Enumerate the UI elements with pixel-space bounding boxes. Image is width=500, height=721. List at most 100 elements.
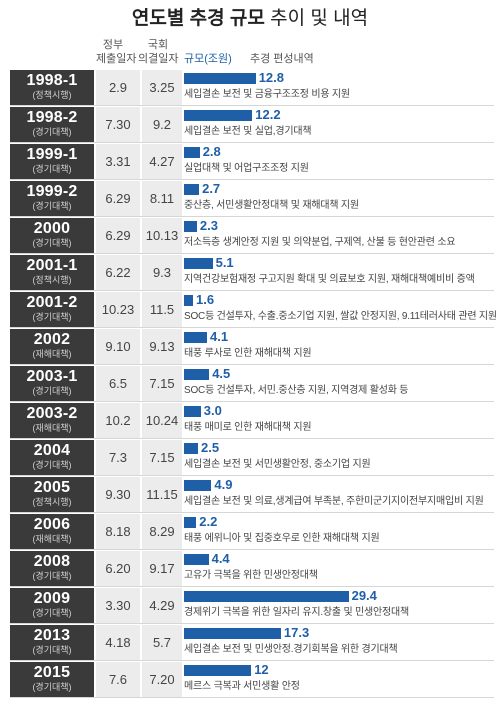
chart-title-bold: 연도별 추경 규모	[131, 8, 265, 29]
year-cell: 2001-1 (정책시행)	[10, 255, 94, 290]
year-cell: 2003-1 (경기대책)	[10, 366, 94, 401]
gov-submit-date: 6.22	[96, 255, 140, 290]
budget-description: 중산층, 서민생활안정대책 및 재해대책 지원	[184, 200, 359, 211]
year-label: 1998-1	[26, 72, 78, 89]
table-row: 2005 (정책시행) 9.30 11.15 4.9 세입결손 보전 및 의료,생계급여 …	[10, 477, 494, 513]
year-type-note: (정책시행)	[32, 275, 72, 285]
header-assembly-line2: 의결일자	[138, 53, 179, 65]
bar-value-label: 2.8	[202, 144, 221, 159]
gov-submit-date: 3.31	[96, 144, 140, 179]
table-row: 2003-1 (경기대책) 6.5 7.15 4.5 SOC등 건설투자, 서민.중산층 …	[10, 366, 494, 402]
bar-value-label: 2.5	[201, 440, 220, 455]
year-label: 2002	[33, 331, 71, 348]
year-label: 1998-2	[26, 109, 78, 126]
bar-value-label: 12.2	[255, 107, 281, 122]
table-row: 2015 (경기대책) 7.6 7.20 12 메르스 극복과 서민생활 안정	[10, 662, 494, 698]
gov-submit-date: 3.30	[96, 588, 140, 623]
budget-description: SOC등 건설투자, 수출.중소기업 지원, 쌀값 안정지원, 9.11테러사태…	[184, 311, 497, 322]
year-type-note: (경기대책)	[32, 127, 72, 137]
year-cell: 2000 (경기대책)	[10, 218, 94, 253]
bar-value-label: 17.3	[283, 625, 310, 640]
assembly-pass-date: 8.11	[142, 181, 182, 216]
bar	[184, 184, 200, 195]
year-label: 2003-1	[26, 368, 78, 385]
budget-description: 고유가 극복을 위한 민생안정대책	[184, 570, 318, 581]
row-divider	[10, 623, 494, 624]
year-label: 1999-2	[26, 183, 78, 200]
bar	[184, 554, 209, 565]
chart-title-rest: 추이 및 내역	[270, 8, 369, 29]
bar-value-label: 12.8	[258, 70, 284, 85]
bar	[184, 443, 198, 454]
year-type-note: (경기대책)	[32, 571, 72, 581]
gov-submit-date: 6.20	[96, 551, 140, 586]
row-divider	[10, 216, 494, 217]
assembly-pass-date: 4.29	[142, 588, 182, 623]
year-cell: 2006 (재해대책)	[10, 514, 94, 549]
row-divider	[10, 179, 494, 180]
gov-submit-date: 7.30	[96, 107, 140, 142]
assembly-pass-date: 7.15	[142, 440, 182, 475]
year-type-note: (경기대책)	[32, 201, 72, 211]
year-type-note: (경기대책)	[32, 645, 72, 655]
budget-description: SOC등 건설투자, 서민.중산층 지원, 지역경제 활성화 등	[184, 385, 409, 396]
header-scale: 규모(조원)	[184, 53, 232, 65]
year-cell: 2005 (정책시행)	[10, 477, 94, 512]
budget-description: 태풍 에위니아 및 집중호우로 인한 재해대책 지원	[184, 533, 380, 544]
bar	[184, 628, 281, 639]
gov-submit-date: 7.3	[96, 440, 140, 475]
row-divider	[10, 253, 494, 254]
table-row: 2008 (경기대책) 6.20 9.17 4.4 고유가 극복을 위한 민생안정대책	[10, 551, 494, 587]
chart-title: 연도별 추경 규모 추이 및 내역	[0, 6, 500, 32]
budget-description: 지역건강보험재정 구고지원 확대 및 의료보호 지원, 재해대책예비비 증액	[184, 274, 475, 285]
assembly-pass-date: 8.29	[142, 514, 182, 549]
assembly-pass-date: 11.15	[142, 477, 182, 512]
bar	[184, 591, 349, 602]
assembly-pass-date: 3.25	[142, 70, 182, 105]
bar	[184, 221, 197, 232]
assembly-pass-date: 7.20	[142, 662, 182, 697]
header-assembly-date: 국회 의결일자	[138, 38, 178, 66]
year-label: 2006	[33, 516, 71, 533]
bar-value-label: 4.1	[210, 329, 229, 344]
table-row: 1999-2 (경기대책) 6.29 8.11 2.7 중산층, 서민생활안정대책 및 재…	[10, 181, 494, 217]
budget-description: 저소득층 생계안정 지원 및 의약분업, 구제역, 산불 등 현안관련 소요	[184, 237, 456, 248]
budget-description: 실업대책 및 어업구조조정 지원	[184, 163, 309, 174]
year-type-note: (경기대책)	[32, 682, 72, 692]
year-label: 2003-2	[26, 405, 78, 422]
assembly-pass-date: 9.2	[142, 107, 182, 142]
year-cell: 2003-2 (재해대책)	[10, 403, 94, 438]
bar	[184, 110, 253, 121]
budget-description: 세입결손 보전 및 민생안정.경기회복을 위한 경기대책	[184, 644, 398, 655]
row-divider	[10, 475, 494, 476]
year-cell: 1999-1 (경기대책)	[10, 144, 94, 179]
year-type-note: (재해대책)	[32, 423, 72, 433]
year-cell: 1998-1 (정책시행)	[10, 70, 94, 105]
table-row: 2000 (경기대책) 6.29 10.13 2.3 저소득층 생계안정 지원 및 의약분…	[10, 218, 494, 254]
table-row: 2006 (재해대책) 8.18 8.29 2.2 태풍 에위니아 및 집중호우로 인한 …	[10, 514, 494, 550]
year-label: 2005	[33, 479, 71, 496]
year-cell: 1998-2 (경기대책)	[10, 107, 94, 142]
header-content: 추경 편성내역	[250, 53, 314, 65]
gov-submit-date: 6.5	[96, 366, 140, 401]
row-divider	[10, 549, 494, 550]
gov-submit-date: 8.18	[96, 514, 140, 549]
assembly-pass-date: 9.17	[142, 551, 182, 586]
year-type-note: (경기대책)	[32, 608, 72, 618]
bar-value-label: 4.9	[214, 477, 233, 492]
bar-value-label: 12	[254, 662, 269, 677]
row-divider	[10, 586, 494, 587]
year-type-note: (경기대책)	[32, 460, 72, 470]
budget-description: 세입결손 보전 및 실업,경기대책	[184, 126, 312, 137]
gov-submit-date: 10.23	[96, 292, 140, 327]
year-label: 2013	[33, 627, 71, 644]
year-cell: 2009 (경기대책)	[10, 588, 94, 623]
bar	[184, 517, 197, 528]
table-row: 2004 (경기대책) 7.3 7.15 2.5 세입결손 보전 및 서민생활안정, 중소…	[10, 440, 494, 476]
assembly-pass-date: 9.3	[142, 255, 182, 290]
bar-value-label: 2.2	[199, 514, 218, 529]
bar-value-label: 2.7	[202, 181, 221, 196]
bar	[184, 295, 193, 306]
year-cell: 2001-2 (경기대책)	[10, 292, 94, 327]
year-label: 2009	[33, 590, 71, 607]
